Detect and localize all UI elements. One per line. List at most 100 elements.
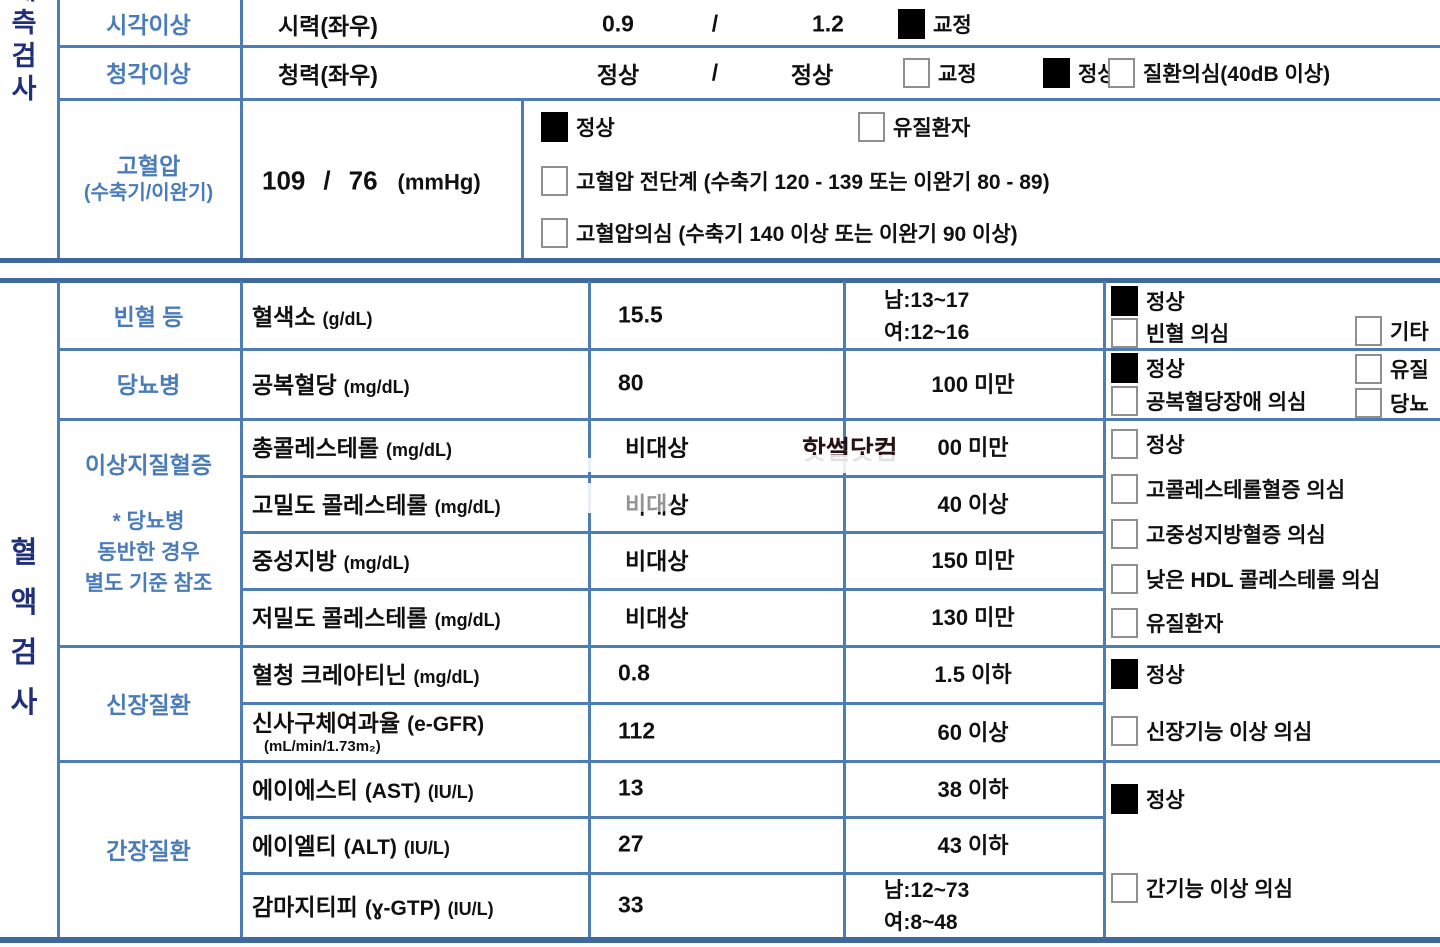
ref-hdl-cholesterol: 40 이상 <box>937 492 1009 517</box>
check-bp-suspect: 고혈압의심 (수축기 140 이상 또는 이완기 90 이상) <box>541 218 1018 248</box>
category-dyslipidemia: 이상지질혈증 <box>85 452 212 478</box>
checkbox-anemia-other[interactable] <box>1355 316 1382 346</box>
blood-pressure-value: 109 / 76 (mmHg) <box>262 165 481 196</box>
checkbox-lipid-normal[interactable] <box>1111 429 1138 459</box>
checkbox-label: 교정 <box>938 63 977 86</box>
table-border <box>240 0 243 259</box>
checkbox-liver-normal[interactable] <box>1111 784 1138 814</box>
checkbox-diabetes-carrier[interactable] <box>1355 354 1382 384</box>
scan-smudge <box>620 480 672 512</box>
check-kidney-normal: 정상 <box>1111 659 1185 689</box>
scan-smudge <box>552 458 712 472</box>
table-border <box>843 281 846 939</box>
table-border <box>521 100 524 259</box>
checkbox-lipid-carrier[interactable] <box>1111 608 1138 638</box>
ref-fasting-glucose: 100 미만 <box>931 372 1015 397</box>
vision-slash: / <box>711 10 719 37</box>
table-border <box>57 281 60 939</box>
checkbox-lipid-hypercholesterolemia[interactable] <box>1111 474 1138 504</box>
ref-ast: 38 이하 <box>937 777 1009 802</box>
test-name-ast: 에이에스티 (AST) (IU/L) <box>252 777 474 803</box>
check-kidney-suspect: 신장기능 이상 의심 <box>1111 716 1312 746</box>
checkbox-label: 정상 <box>1146 789 1185 812</box>
checkbox-anemia-suspect[interactable] <box>1111 318 1138 348</box>
checkbox-bp-normal[interactable] <box>541 112 568 142</box>
checkbox-kidney-suspect[interactable] <box>1111 716 1138 746</box>
ref-hemoglobin-male: 남:13~17 <box>884 289 970 312</box>
test-name-hemoglobin: 혈색소 (g/dL) <box>252 304 373 330</box>
checkbox-label: 교정 <box>933 14 972 37</box>
table-border <box>240 475 1103 478</box>
checkbox-label: 고콜레스테롤혈증 의심 <box>1146 479 1346 502</box>
check-bp-normal: 정상 <box>541 112 615 142</box>
test-name-hearing: 청력(좌우) <box>278 62 378 88</box>
checkbox-vision-corrected[interactable] <box>898 9 925 39</box>
ref-alt: 43 이하 <box>937 833 1009 858</box>
section-divider <box>0 278 1440 283</box>
ref-creatinine: 1.5 이하 <box>934 662 1012 687</box>
checkbox-label: 정상 <box>1146 291 1185 314</box>
checkbox-hearing-normal[interactable] <box>1043 58 1070 88</box>
table-border <box>240 872 1103 875</box>
checkbox-label: 간기능 이상 의심 <box>1146 878 1293 901</box>
checkbox-label: 정상 <box>1146 358 1185 381</box>
table-border <box>240 531 1103 534</box>
table-border <box>57 98 1440 101</box>
checkbox-label: 빈혈 의심 <box>1146 323 1230 346</box>
check-diabetes-carrier: 유질 <box>1355 354 1429 384</box>
blood-pressure-unit: (mmHg) <box>397 169 481 195</box>
checkbox-label: 질환의심(40dB 이상) <box>1143 63 1331 86</box>
checkbox-hearing-disease-suspect[interactable] <box>1108 58 1135 88</box>
checkbox-diabetes-normal[interactable] <box>1111 353 1138 383</box>
checkbox-bp-suspect[interactable] <box>541 218 568 248</box>
value-total-cholesterol: 비대상 <box>625 435 689 461</box>
table-border <box>57 645 1440 648</box>
table-border <box>240 588 1103 591</box>
section-divider <box>0 258 1440 263</box>
scan-smudge <box>905 487 935 515</box>
checkbox-label: 정상 <box>576 117 615 140</box>
ref-ggtp-male: 남:12~73 <box>884 879 970 902</box>
test-name-total-cholesterol: 총콜레스테롤 (mg/dL) <box>252 435 452 461</box>
check-anemia-normal: 정상 <box>1111 286 1185 316</box>
value-ldl-cholesterol: 비대상 <box>625 605 689 631</box>
value-alt: 27 <box>618 830 644 857</box>
checkbox-kidney-normal[interactable] <box>1111 659 1138 689</box>
checkbox-label: 고혈압의심 (수축기 140 이상 또는 이완기 90 이상) <box>576 223 1018 246</box>
ref-triglyceride: 150 미만 <box>931 548 1015 573</box>
checkbox-hearing-corrected[interactable] <box>903 58 930 88</box>
checkbox-diabetes-suspect[interactable] <box>1355 388 1382 418</box>
checkbox-label: 정상 <box>1146 664 1185 687</box>
table-border <box>57 0 60 259</box>
test-name-alt: 에이엘티 (ALT) (IU/L) <box>252 833 450 859</box>
checkbox-label: 기타 <box>1390 321 1429 344</box>
value-fasting-glucose: 80 <box>618 369 644 396</box>
check-anemia-other: 기타 <box>1355 316 1429 346</box>
table-border <box>240 281 243 939</box>
check-bp-carrier: 유질환자 <box>858 112 970 142</box>
checkbox-lipid-low-hdl[interactable] <box>1111 564 1138 594</box>
check-hearing-corrected: 교정 <box>903 58 977 88</box>
table-border <box>588 281 591 939</box>
category-dyslipidemia-note: * 당뇨병 동반한 경우 별도 기준 참조 <box>84 510 213 595</box>
check-hearing-normal: 정상 <box>1043 58 1117 88</box>
checkbox-liver-suspect[interactable] <box>1111 873 1138 903</box>
section-label-blood-test: 혈액검사 <box>10 537 38 719</box>
vision-right-value: 1.2 <box>812 10 844 37</box>
checkbox-bp-carrier[interactable] <box>858 112 885 142</box>
check-vision-corrected: 교정 <box>898 9 972 39</box>
category-blood-pressure: 고혈압 (수축기/이완기) <box>83 153 214 204</box>
check-anemia-suspect: 빈혈 의심 <box>1111 318 1229 348</box>
checkbox-diabetes-ifg[interactable] <box>1111 386 1138 416</box>
checkbox-lipid-hypertriglyceridemia[interactable] <box>1111 519 1138 549</box>
checkbox-label: 고혈압 전단계 (수축기 120 - 139 또는 이완기 80 - 89) <box>576 171 1050 194</box>
test-name-creatinine: 혈청 크레아티닌 (mg/dL) <box>252 662 480 688</box>
checkbox-bp-prehypertension[interactable] <box>541 166 568 196</box>
table-border <box>1103 281 1106 939</box>
checkbox-anemia-normal[interactable] <box>1111 286 1138 316</box>
table-border <box>57 418 1440 421</box>
ref-egfr: 60 이상 <box>937 720 1009 745</box>
category-diabetes: 당뇨병 <box>116 372 181 398</box>
test-unit-egfr: (mL/min/1.73m₂) <box>264 738 381 755</box>
